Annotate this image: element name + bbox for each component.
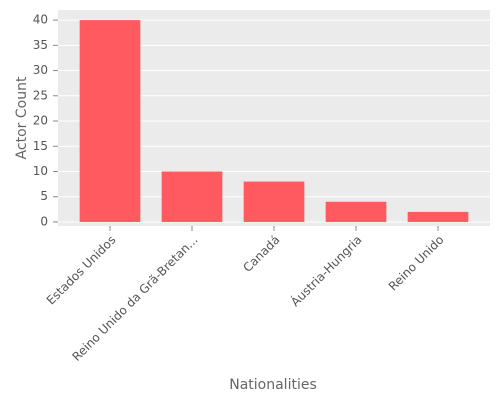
- bar: [407, 211, 469, 222]
- y-tick-label: 20: [33, 114, 48, 128]
- x-tick-label: Reino Unido: [386, 233, 447, 294]
- y-tick-label: 10: [33, 164, 48, 178]
- bar: [243, 181, 305, 222]
- y-axis-title: Actor Count: [14, 76, 30, 159]
- y-tick-label: 5: [40, 189, 48, 203]
- bar: [325, 201, 387, 222]
- bar: [79, 20, 141, 222]
- x-tick-label: Estados Unidos: [44, 233, 119, 308]
- y-tick-label: 35: [33, 38, 48, 52]
- y-tick-label: 0: [40, 214, 48, 228]
- bar: [161, 171, 223, 222]
- x-tick-label: Canadá: [240, 233, 282, 275]
- y-tick-label: 30: [33, 63, 48, 77]
- y-tick-label: 15: [33, 139, 48, 153]
- y-tick-label: 40: [33, 13, 48, 27]
- x-axis-title: Nationalities: [229, 377, 317, 393]
- y-tick-label: 25: [33, 88, 48, 102]
- x-tick-label: Áustria-Hungria: [287, 232, 364, 309]
